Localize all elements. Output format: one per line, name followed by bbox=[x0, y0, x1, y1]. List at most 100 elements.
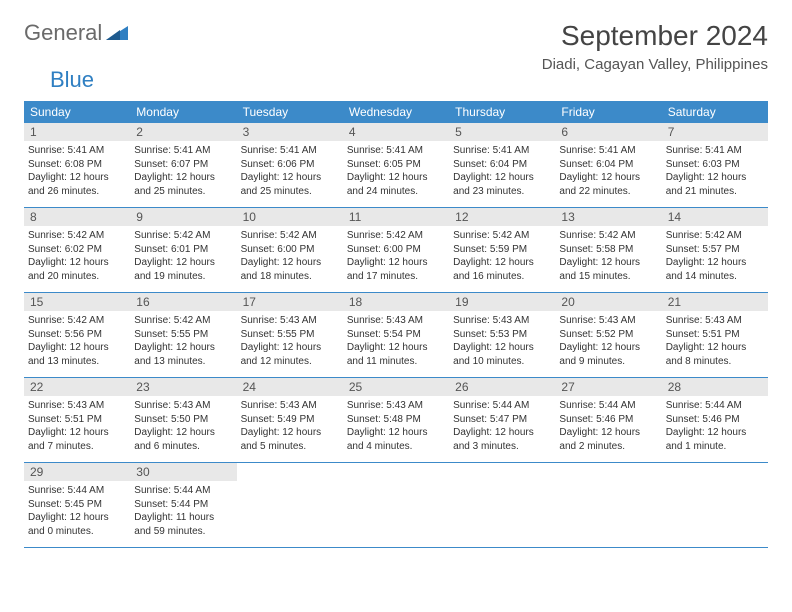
sunrise-text: Sunrise: 5:43 AM bbox=[28, 399, 126, 413]
sunset-text: Sunset: 5:58 PM bbox=[559, 243, 657, 257]
daylight-text-2: and 16 minutes. bbox=[453, 270, 551, 284]
day-number-bar: 12 bbox=[449, 208, 555, 226]
day-number-bar: 1 bbox=[24, 123, 130, 141]
day-number-bar: 17 bbox=[237, 293, 343, 311]
daylight-text-1: Daylight: 12 hours bbox=[453, 171, 551, 185]
daylight-text-1: Daylight: 12 hours bbox=[559, 426, 657, 440]
day-number-bar: 4 bbox=[343, 123, 449, 141]
day-number: 21 bbox=[668, 295, 762, 309]
sunset-text: Sunset: 5:47 PM bbox=[453, 413, 551, 427]
daylight-text-2: and 26 minutes. bbox=[28, 185, 126, 199]
sunset-text: Sunset: 5:54 PM bbox=[347, 328, 445, 342]
day-number-bar: 26 bbox=[449, 378, 555, 396]
sunrise-text: Sunrise: 5:41 AM bbox=[453, 144, 551, 158]
month-title: September 2024 bbox=[542, 20, 768, 52]
day-cell: 15Sunrise: 5:42 AMSunset: 5:56 PMDayligh… bbox=[24, 293, 130, 377]
daylight-text-1: Daylight: 12 hours bbox=[347, 171, 445, 185]
day-cell: 1 Sunrise: 5:41 AMSunset: 6:08 PMDaylight… bbox=[24, 123, 130, 207]
day-cell: 2Sunrise: 5:41 AMSunset: 6:07 PMDaylight… bbox=[130, 123, 236, 207]
sunset-text: Sunset: 5:59 PM bbox=[453, 243, 551, 257]
daylight-text-2: and 59 minutes. bbox=[134, 525, 232, 539]
daylight-text-2: and 6 minutes. bbox=[134, 440, 232, 454]
daylight-text-2: and 10 minutes. bbox=[453, 355, 551, 369]
day-cell: 28Sunrise: 5:44 AMSunset: 5:46 PMDayligh… bbox=[662, 378, 768, 462]
day-number-bar: 13 bbox=[555, 208, 661, 226]
day-number: 19 bbox=[455, 295, 549, 309]
sunset-text: Sunset: 6:00 PM bbox=[241, 243, 339, 257]
day-cell: 3Sunrise: 5:41 AMSunset: 6:06 PMDaylight… bbox=[237, 123, 343, 207]
sunrise-text: Sunrise: 5:41 AM bbox=[134, 144, 232, 158]
sunset-text: Sunset: 6:00 PM bbox=[347, 243, 445, 257]
sunrise-text: Sunrise: 5:41 AM bbox=[28, 144, 126, 158]
weekday-header-row: Sunday Monday Tuesday Wednesday Thursday… bbox=[24, 101, 768, 123]
empty-day-cell bbox=[555, 463, 661, 547]
weekday-tuesday: Tuesday bbox=[237, 101, 343, 123]
sunset-text: Sunset: 6:08 PM bbox=[28, 158, 126, 172]
daylight-text-1: Daylight: 12 hours bbox=[28, 256, 126, 270]
title-block: September 2024 Diadi, Cagayan Valley, Ph… bbox=[542, 20, 768, 73]
daylight-text-1: Daylight: 11 hours bbox=[134, 511, 232, 525]
sunrise-text: Sunrise: 5:42 AM bbox=[28, 314, 126, 328]
day-number: 18 bbox=[349, 295, 443, 309]
sunrise-text: Sunrise: 5:43 AM bbox=[559, 314, 657, 328]
daylight-text-1: Daylight: 12 hours bbox=[559, 256, 657, 270]
daylight-text-2: and 1 minute. bbox=[666, 440, 764, 454]
daylight-text-1: Daylight: 12 hours bbox=[453, 426, 551, 440]
sunrise-text: Sunrise: 5:42 AM bbox=[453, 229, 551, 243]
day-cell: 10Sunrise: 5:42 AMSunset: 6:00 PMDayligh… bbox=[237, 208, 343, 292]
daylight-text-1: Daylight: 12 hours bbox=[241, 426, 339, 440]
sunrise-text: Sunrise: 5:43 AM bbox=[241, 399, 339, 413]
sunset-text: Sunset: 6:02 PM bbox=[28, 243, 126, 257]
day-number: 4 bbox=[349, 125, 443, 139]
sunset-text: Sunset: 5:46 PM bbox=[666, 413, 764, 427]
sunrise-text: Sunrise: 5:43 AM bbox=[347, 399, 445, 413]
daylight-text-2: and 13 minutes. bbox=[28, 355, 126, 369]
sunrise-text: Sunrise: 5:44 AM bbox=[134, 484, 232, 498]
sunset-text: Sunset: 5:49 PM bbox=[241, 413, 339, 427]
day-number-bar: 2 bbox=[130, 123, 236, 141]
sunset-text: Sunset: 6:06 PM bbox=[241, 158, 339, 172]
day-number: 27 bbox=[561, 380, 655, 394]
daylight-text-1: Daylight: 12 hours bbox=[666, 171, 764, 185]
day-number-bar: 22 bbox=[24, 378, 130, 396]
day-number: 20 bbox=[561, 295, 655, 309]
day-number: 24 bbox=[243, 380, 337, 394]
week-row: 22Sunrise: 5:43 AMSunset: 5:51 PMDayligh… bbox=[24, 378, 768, 463]
day-number: 22 bbox=[30, 380, 124, 394]
daylight-text-2: and 24 minutes. bbox=[347, 185, 445, 199]
day-number: 7 bbox=[668, 125, 762, 139]
logo: General bbox=[24, 20, 130, 46]
daylight-text-1: Daylight: 12 hours bbox=[347, 426, 445, 440]
day-cell: 5Sunrise: 5:41 AMSunset: 6:04 PMDaylight… bbox=[449, 123, 555, 207]
daylight-text-1: Daylight: 12 hours bbox=[241, 341, 339, 355]
daylight-text-2: and 19 minutes. bbox=[134, 270, 232, 284]
daylight-text-2: and 9 minutes. bbox=[559, 355, 657, 369]
day-number-bar: 24 bbox=[237, 378, 343, 396]
day-cell: 22Sunrise: 5:43 AMSunset: 5:51 PMDayligh… bbox=[24, 378, 130, 462]
day-number-bar: 16 bbox=[130, 293, 236, 311]
sunset-text: Sunset: 5:55 PM bbox=[134, 328, 232, 342]
day-number-bar: 8 bbox=[24, 208, 130, 226]
sunset-text: Sunset: 5:45 PM bbox=[28, 498, 126, 512]
day-cell: 4Sunrise: 5:41 AMSunset: 6:05 PMDaylight… bbox=[343, 123, 449, 207]
daylight-text-2: and 5 minutes. bbox=[241, 440, 339, 454]
day-cell: 6Sunrise: 5:41 AMSunset: 6:04 PMDaylight… bbox=[555, 123, 661, 207]
day-number-bar: 23 bbox=[130, 378, 236, 396]
day-number: 3 bbox=[243, 125, 337, 139]
weekday-saturday: Saturday bbox=[662, 101, 768, 123]
logo-triangle-icon bbox=[106, 20, 128, 46]
day-number-bar: 3 bbox=[237, 123, 343, 141]
sunrise-text: Sunrise: 5:41 AM bbox=[666, 144, 764, 158]
sunset-text: Sunset: 6:05 PM bbox=[347, 158, 445, 172]
sunrise-text: Sunrise: 5:41 AM bbox=[559, 144, 657, 158]
day-number-bar: 11 bbox=[343, 208, 449, 226]
day-number-bar: 6 bbox=[555, 123, 661, 141]
daylight-text-2: and 4 minutes. bbox=[347, 440, 445, 454]
day-cell: 20Sunrise: 5:43 AMSunset: 5:52 PMDayligh… bbox=[555, 293, 661, 377]
day-cell: 25Sunrise: 5:43 AMSunset: 5:48 PMDayligh… bbox=[343, 378, 449, 462]
daylight-text-1: Daylight: 12 hours bbox=[28, 171, 126, 185]
daylight-text-1: Daylight: 12 hours bbox=[347, 256, 445, 270]
day-number-bar: 21 bbox=[662, 293, 768, 311]
week-row: 29Sunrise: 5:44 AMSunset: 5:45 PMDayligh… bbox=[24, 463, 768, 548]
sunset-text: Sunset: 5:46 PM bbox=[559, 413, 657, 427]
